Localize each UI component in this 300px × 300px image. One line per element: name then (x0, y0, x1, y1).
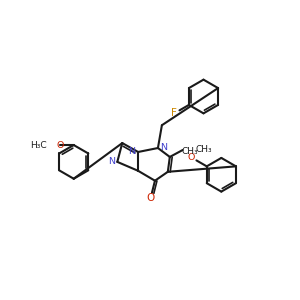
Text: N: N (108, 158, 115, 166)
Text: F: F (171, 108, 177, 118)
Text: CH₃: CH₃ (196, 145, 212, 154)
Text: O: O (188, 153, 195, 162)
Text: O: O (147, 193, 155, 202)
Text: H₃C: H₃C (30, 140, 47, 149)
Text: CH₃: CH₃ (181, 147, 198, 156)
Text: O: O (56, 140, 64, 149)
Text: N: N (160, 142, 167, 152)
Text: N: N (128, 148, 135, 157)
